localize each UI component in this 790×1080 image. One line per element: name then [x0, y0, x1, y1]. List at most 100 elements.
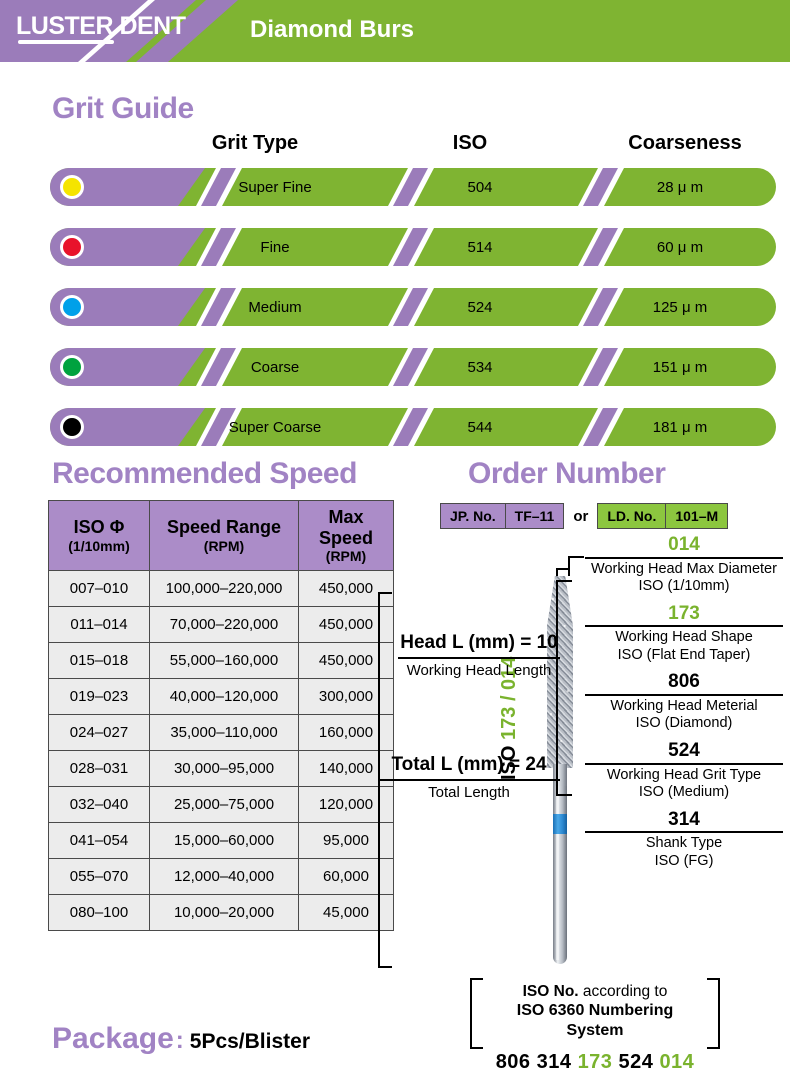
- logo-underline-swoosh: [18, 40, 114, 44]
- table-row: 019–023 40,000–120,000 300,000: [48, 678, 394, 716]
- iso-standard-note: ISO No. according to ISO 6360 Numbering …: [470, 978, 720, 1074]
- iso-breakdown-desc-line1: Working Head Meterial: [610, 698, 758, 715]
- package-colon: :: [175, 1027, 184, 1054]
- iso-breakdown-description: Working Head Grit Type ISO (Medium): [585, 767, 783, 809]
- iso-breakdown-rule: [585, 831, 783, 834]
- grit-row-type: Medium: [248, 298, 302, 316]
- iso-breakdown-desc-line1: Working Head Shape: [615, 629, 753, 646]
- recommended-speed-table: ISO Φ (1/10mm) Speed Range (RPM) Max Spe…: [48, 499, 394, 932]
- diamond-bur-illustration: [543, 576, 577, 966]
- grit-row-iso: 534: [467, 358, 493, 376]
- iso-breakdown-item: 524 Working Head Grit Type ISO (Medium): [585, 740, 783, 809]
- grit-row-type: Fine: [260, 238, 290, 256]
- jp-number-value: TF–11: [504, 504, 564, 528]
- bur-grit-color-band: [553, 814, 567, 834]
- grit-row: Super Fine 504 28 μ m: [0, 168, 790, 206]
- grit-row-iso: 514: [467, 238, 493, 256]
- total-length-value: Total L (mm) = 24: [391, 754, 547, 775]
- speed-header-iso: ISO Φ (1/10mm): [48, 499, 150, 572]
- iso-final-code-part: 173: [577, 1051, 613, 1074]
- iso-breakdown-rule: [585, 694, 783, 697]
- iso-breakdown-rule: [585, 762, 783, 765]
- iso-breakdown-item: 173 Working Head Shape ISO (Flat End Taper…: [585, 603, 783, 672]
- speed-header-range: Speed Range (RPM): [149, 499, 299, 572]
- iso-final-code-part: 524: [618, 1051, 654, 1074]
- iso-final-code: 806 314 173 524 014: [470, 1051, 720, 1074]
- grit-guide-rows: Super Fine 504 28 μ m Fine 514 60 μ m Medium 52…: [0, 168, 790, 468]
- iso-breakdown-desc-line1: Working Head Max Diameter: [591, 560, 777, 577]
- ld-number-value: 101–M: [665, 504, 728, 528]
- grit-column-header-iso: ISO: [452, 132, 488, 154]
- connector-bracket-outer: [568, 556, 584, 576]
- grit-guide-title: Grit Guide: [52, 92, 194, 125]
- speed-cell-range: 10,000–20,000: [149, 894, 299, 932]
- speed-cell-iso: 015–018: [48, 642, 150, 680]
- grit-row-iso: 504: [467, 178, 493, 196]
- iso-note-line-1-bold: ISO No.: [522, 983, 579, 1000]
- iso-breakdown-item: 314 Shank Type ISO (FG): [585, 809, 783, 878]
- grit-row-type: Coarse: [250, 358, 300, 376]
- jp-number-chip: JP. No. TF–11: [440, 503, 565, 529]
- iso-final-code-part: 014: [659, 1051, 695, 1074]
- iso-breakdown-description: Working Head Shape ISO (Flat End Taper): [585, 629, 783, 671]
- order-code-row: JP. No. TF–11 or LD. No. 101–M: [440, 503, 729, 529]
- bur-working-head: [547, 576, 573, 768]
- speed-header-range-main: Speed Range: [166, 517, 282, 538]
- table-row: 024–027 35,000–110,000 160,000: [48, 714, 394, 752]
- speed-header-max-sub: (RPM): [325, 548, 367, 565]
- head-length-value: Head L (mm) = 10: [400, 632, 558, 653]
- speed-cell-iso: 024–027: [48, 714, 150, 752]
- table-row: 015–018 55,000–160,000 450,000: [48, 642, 394, 680]
- table-row: 028–031 30,000–95,000 140,000: [48, 750, 394, 788]
- package-label: Package: [52, 1022, 174, 1055]
- brand-logo-text: LUSTER DENT: [16, 12, 186, 40]
- iso-breakdown-desc-line1: Shank Type: [645, 835, 723, 852]
- grit-row-iso: 524: [467, 298, 493, 316]
- yellow-dot: [60, 175, 84, 199]
- order-code-or: or: [573, 507, 589, 525]
- speed-header-range-sub: (RPM): [203, 538, 245, 555]
- total-length-rule: [378, 778, 560, 781]
- iso-breakdown-rule: [585, 556, 783, 559]
- table-row: 041–054 15,000–60,000 95,000: [48, 822, 394, 860]
- speed-cell-iso: 028–031: [48, 750, 150, 788]
- table-row: 080–100 10,000–20,000 45,000: [48, 894, 394, 932]
- page-title: Diamond Burs: [250, 16, 415, 43]
- iso-breakdown-desc-line2: ISO (Medium): [638, 784, 730, 801]
- grit-row: Super Coarse 544 181 μ m: [0, 408, 790, 446]
- iso-note-bracket-box: ISO No. according to ISO 6360 Numbering …: [470, 978, 720, 1050]
- speed-cell-range: 40,000–120,000: [149, 678, 299, 716]
- grit-row-coarseness: 151 μ m: [652, 358, 708, 376]
- head-length-rule: [398, 656, 560, 659]
- speed-cell-range: 35,000–110,000: [149, 714, 299, 752]
- iso-breakdown-number: 524: [668, 739, 700, 761]
- speed-table-header-row: ISO Φ (1/10mm) Speed Range (RPM) Max Spe…: [48, 499, 394, 572]
- speed-cell-range: 15,000–60,000: [149, 822, 299, 860]
- speed-cell-iso: 019–023: [48, 678, 150, 716]
- jp-number-label: JP. No.: [441, 504, 505, 528]
- iso-breakdown-rule: [585, 625, 783, 628]
- page-header: LUSTER DENT Diamond Burs: [0, 0, 790, 62]
- ld-number-chip: LD. No. 101–M: [597, 503, 729, 529]
- speed-cell-range: 100,000–220,000: [149, 570, 299, 608]
- red-dot: [60, 235, 84, 259]
- grit-row: Coarse 534 151 μ m: [0, 348, 790, 386]
- speed-header-max: Max Speed (RPM): [298, 499, 394, 572]
- iso-code-breakdown: 014 Working Head Max Diameter ISO (1/10mm)…: [585, 534, 783, 877]
- speed-cell-iso: 032–040: [48, 786, 150, 824]
- black-dot: [60, 415, 84, 439]
- grit-guide-column-headers: Grit Type ISO Coarseness: [0, 132, 790, 160]
- iso-breakdown-number: 314: [668, 808, 700, 830]
- iso-breakdown-desc-line1: Working Head Grit Type: [606, 766, 762, 783]
- package-line: Package : 5Pcs/Blister: [52, 1022, 310, 1056]
- speed-table-body: 007–010 100,000–220,000 450,000 011–014 70,0…: [48, 570, 394, 932]
- speed-cell-range: 12,000–40,000: [149, 858, 299, 896]
- speed-cell-iso: 041–054: [48, 822, 150, 860]
- grit-row-type: Super Fine: [238, 178, 312, 196]
- speed-cell-max: 300,000: [298, 678, 394, 716]
- grit-row-coarseness: 181 μ m: [652, 418, 708, 436]
- blue-dot: [60, 295, 84, 319]
- grit-column-header-coarseness: Coarseness: [628, 132, 742, 154]
- iso-breakdown-description: Working Head Meterial ISO (Diamond): [585, 698, 783, 740]
- grit-row: Medium 524 125 μ m: [0, 288, 790, 326]
